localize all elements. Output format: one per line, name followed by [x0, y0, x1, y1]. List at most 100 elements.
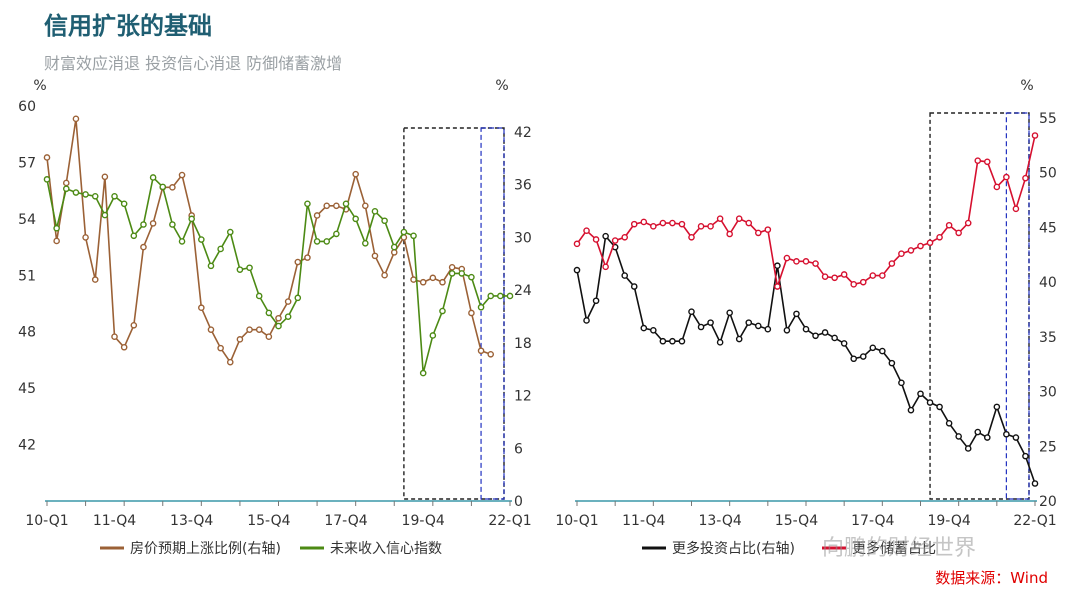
data-point — [659, 337, 667, 345]
data-point — [101, 211, 109, 219]
data-point — [149, 174, 157, 181]
legend-label: 房价预期上涨比例(右轴) — [130, 541, 281, 557]
x-tick-label: 15-Q4 — [775, 513, 818, 529]
data-point — [859, 278, 867, 286]
data-point — [72, 115, 80, 123]
data-point — [869, 272, 877, 279]
x-tick-label: 22-Q1 — [488, 513, 531, 529]
data-point — [898, 379, 905, 387]
data-point — [487, 350, 495, 358]
data-point — [879, 347, 886, 355]
data-point — [226, 358, 234, 366]
data-point — [793, 310, 800, 318]
data-point — [678, 220, 686, 228]
data-point — [82, 234, 89, 241]
data-point — [745, 219, 753, 227]
data-point — [82, 191, 89, 198]
data-point — [140, 243, 147, 251]
left-tick-label: 45 — [18, 381, 36, 397]
data-point — [678, 337, 686, 345]
data-point — [945, 420, 953, 427]
data-point — [323, 202, 331, 210]
data-point — [964, 445, 972, 452]
series-line-1 — [46, 118, 491, 364]
data-point — [592, 236, 600, 243]
data-point — [246, 326, 253, 333]
data-point — [917, 242, 924, 250]
highlight-box — [929, 112, 1030, 500]
data-point — [745, 319, 753, 326]
right-tick-label: 30 — [1039, 385, 1057, 401]
x-tick-label: 15-Q4 — [247, 513, 290, 529]
data-point — [640, 218, 648, 226]
data-point — [53, 224, 60, 232]
data-point — [888, 260, 896, 267]
data-point — [72, 189, 80, 196]
highlight-line — [1005, 112, 1030, 500]
data-point — [43, 176, 51, 183]
data-point — [390, 249, 398, 256]
data-point — [955, 433, 962, 440]
data-point — [993, 403, 1001, 411]
data-point — [101, 173, 109, 181]
data-point — [783, 326, 791, 334]
data-point — [111, 333, 118, 341]
data-point — [669, 337, 676, 345]
data-point — [265, 333, 273, 341]
data-point — [774, 283, 781, 290]
right-tick-label: 40 — [1039, 275, 1057, 291]
data-point — [352, 215, 359, 223]
data-point — [410, 276, 417, 283]
x-tick-label: 13-Q4 — [170, 513, 213, 529]
right-tick-label: 6 — [514, 441, 523, 457]
data-point — [630, 220, 638, 228]
data-point — [62, 179, 70, 187]
data-point — [1031, 480, 1039, 487]
data-point — [130, 321, 138, 329]
data-point — [1022, 452, 1029, 460]
page-title: 信用扩张的基础 — [44, 12, 212, 40]
right-tick-label: 20 — [1039, 494, 1057, 510]
x-tick-label: 10-Q1 — [555, 513, 598, 529]
legend-label: 更多储蓄占比 — [852, 540, 936, 557]
data-point — [774, 262, 781, 270]
data-point — [333, 202, 340, 210]
right-tick-label: 18 — [514, 336, 532, 352]
right-tick-label: 55 — [1039, 111, 1057, 127]
left-tick-label: 51 — [18, 268, 36, 284]
data-point — [592, 297, 600, 305]
right-tick-label: 25 — [1039, 439, 1057, 455]
data-point — [362, 202, 369, 210]
data-point — [130, 232, 138, 240]
data-point — [726, 309, 733, 317]
data-point — [294, 294, 302, 302]
x-tick-label: 19-Q4 — [927, 513, 970, 529]
data-point — [907, 247, 915, 254]
data-point — [650, 223, 657, 230]
data-point — [955, 229, 962, 237]
data-point — [821, 329, 829, 336]
data-point — [313, 238, 321, 245]
data-point — [111, 192, 118, 200]
data-point — [945, 221, 953, 229]
data-point — [342, 200, 350, 208]
chart-left: 10-Q1 11-Q4 13-Q4 15-Q4 17-Q4 19-Q4 22-Q1% 42 45… — [18, 78, 532, 557]
data-point — [1031, 132, 1039, 139]
data-point — [707, 319, 714, 326]
data-point — [974, 428, 982, 436]
data-point — [178, 171, 186, 179]
data-point — [313, 212, 321, 219]
data-point — [439, 307, 446, 315]
data-point — [726, 230, 733, 238]
data-point — [159, 183, 167, 191]
data-point — [265, 309, 273, 317]
data-point — [284, 313, 292, 320]
data-point — [602, 232, 609, 240]
data-point — [429, 274, 437, 282]
right-tick-label: 42 — [514, 125, 532, 141]
data-point — [735, 215, 743, 222]
data-point — [188, 215, 195, 223]
data-point — [140, 221, 147, 228]
left-axis-unit: % — [33, 78, 46, 94]
legend-label: 更多投资占比(右轴) — [672, 540, 795, 557]
